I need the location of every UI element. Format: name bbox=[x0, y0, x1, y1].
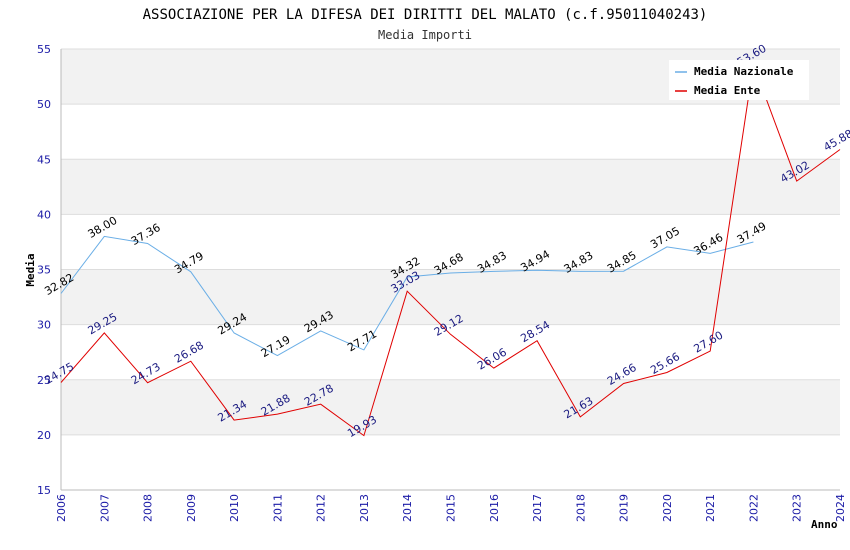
chart-title: ASSOCIAZIONE PER LA DIFESA DEI DIRITTI D… bbox=[143, 7, 708, 23]
x-tick-label: 2015 bbox=[445, 494, 458, 522]
band-35-40 bbox=[61, 214, 840, 270]
x-tick-label: 2017 bbox=[531, 494, 544, 522]
x-tick-label: 2006 bbox=[55, 494, 68, 522]
y-tick-label: 35 bbox=[37, 264, 51, 277]
y-tick-label: 55 bbox=[37, 43, 51, 56]
x-tick-label: 2007 bbox=[98, 494, 111, 522]
x-tick-label: 2020 bbox=[661, 494, 674, 522]
chart-subtitle: Media Importi bbox=[378, 28, 472, 42]
band-15-20 bbox=[61, 434, 840, 490]
series-line-media-ente bbox=[60, 64, 841, 437]
series-lines bbox=[60, 64, 841, 437]
series-line-media-nazionale bbox=[60, 235, 754, 357]
band-30-35 bbox=[61, 269, 840, 325]
y-tick-label: 25 bbox=[37, 374, 51, 387]
x-tick-label: 2013 bbox=[358, 494, 371, 522]
y-tick-labels: 15 20 25 30 35 40 45 50 55 bbox=[37, 43, 51, 497]
band-45-50 bbox=[61, 104, 840, 160]
x-tick-label: 2023 bbox=[791, 494, 804, 522]
band-40-45 bbox=[61, 159, 840, 215]
x-tick-label: 2024 bbox=[834, 494, 847, 522]
x-tick-label: 2014 bbox=[401, 494, 414, 522]
y-tick-label: 15 bbox=[37, 484, 51, 497]
y-tick-label: 45 bbox=[37, 153, 51, 166]
x-tick-label: 2018 bbox=[574, 494, 587, 522]
y-axis-label: Media bbox=[24, 253, 37, 286]
legend-box bbox=[669, 60, 809, 100]
x-tick-label: 2010 bbox=[228, 494, 241, 522]
x-tick-label: 2011 bbox=[271, 494, 284, 522]
x-tick-label: 2009 bbox=[185, 494, 198, 522]
x-tick-labels: 2006 2007 2008 2009 2010 2011 2012 2013 2014 2015… bbox=[55, 494, 847, 522]
x-tick-label: 2008 bbox=[142, 494, 155, 522]
legend: Media Nazionale Media Ente bbox=[669, 60, 809, 100]
x-tick-label: 2016 bbox=[488, 494, 501, 522]
legend-label-media-nazionale: Media Nazionale bbox=[694, 65, 794, 78]
band-20-25 bbox=[61, 379, 840, 435]
y-tick-label: 30 bbox=[37, 319, 51, 332]
x-tick-label: 2022 bbox=[747, 494, 760, 522]
x-axis-label: Anno bbox=[811, 518, 838, 531]
y-tick-label: 40 bbox=[37, 208, 51, 221]
x-tick-label: 2012 bbox=[315, 494, 328, 522]
y-tick-label: 50 bbox=[37, 98, 51, 111]
background-bands bbox=[61, 49, 840, 490]
x-tick-label: 2021 bbox=[704, 494, 717, 522]
x-tick-label: 2019 bbox=[618, 494, 631, 522]
legend-label-media-ente: Media Ente bbox=[694, 84, 761, 97]
y-tick-label: 20 bbox=[37, 429, 51, 442]
